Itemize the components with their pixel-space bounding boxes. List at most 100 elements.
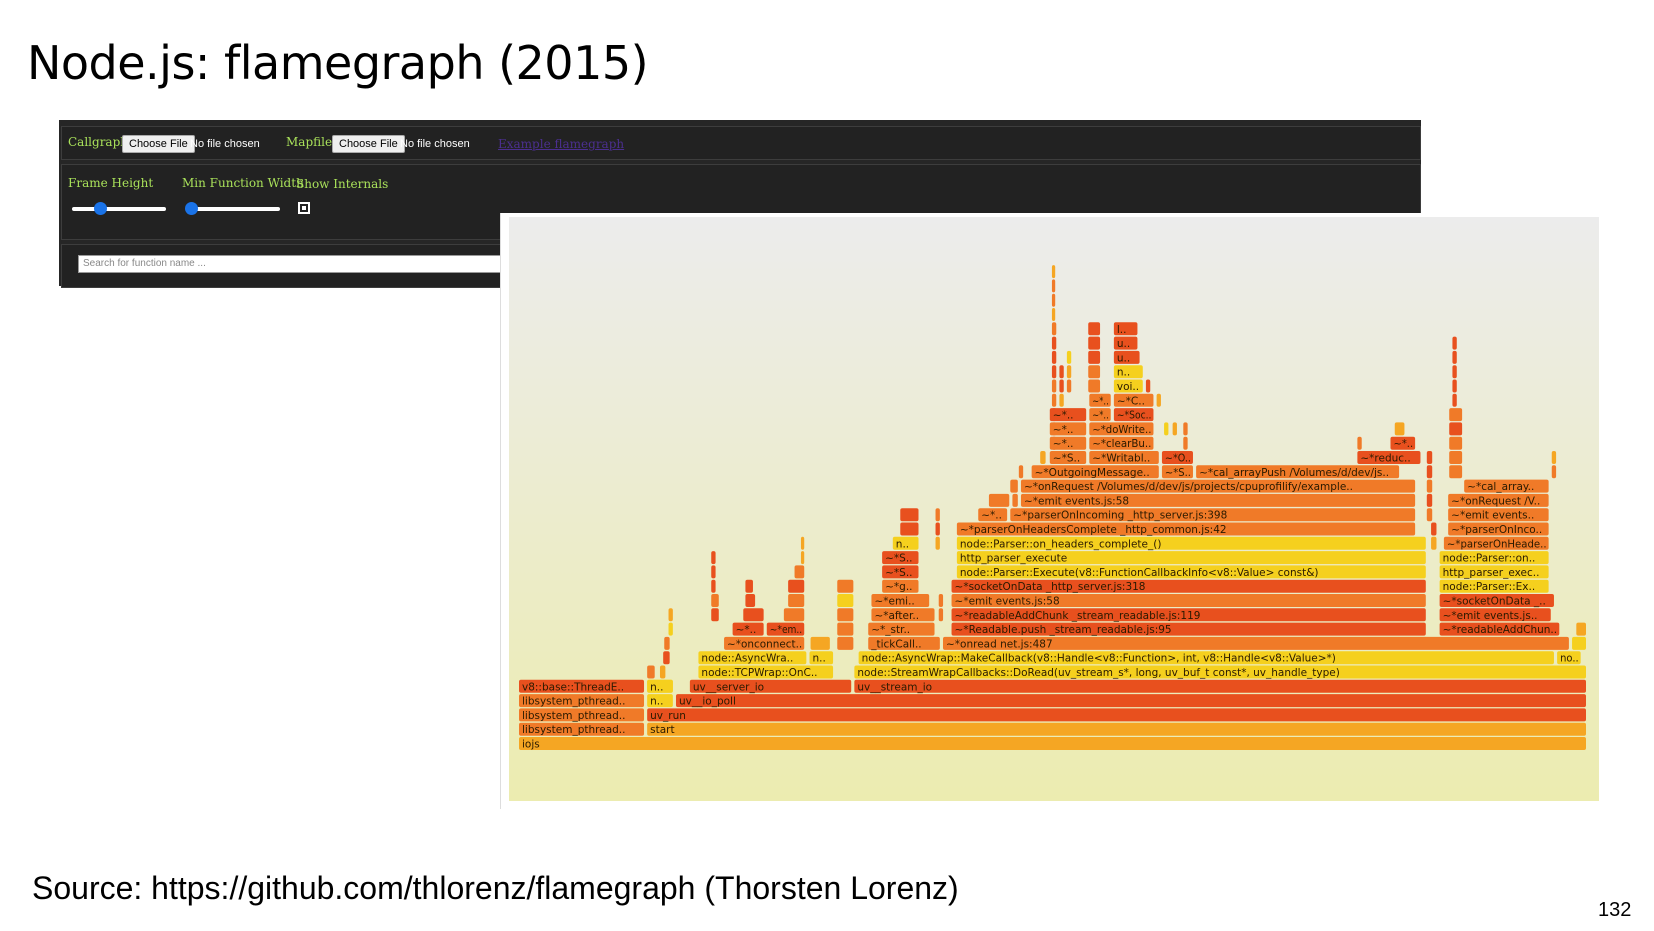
min-function-width-slider[interactable] xyxy=(184,202,280,215)
flame-sliver[interactable] xyxy=(1051,336,1057,350)
flame-frame[interactable] xyxy=(766,622,805,636)
flame-frame[interactable] xyxy=(854,679,1586,693)
flame-frame[interactable] xyxy=(647,679,673,693)
flame-sliver[interactable] xyxy=(1426,465,1433,479)
min-function-width-slider-thumb[interactable] xyxy=(184,202,198,215)
flame-sliver[interactable] xyxy=(1426,451,1433,464)
flame-sliver[interactable] xyxy=(788,594,805,607)
flame-frame[interactable] xyxy=(951,579,1426,593)
flame-sliver[interactable] xyxy=(1088,322,1101,336)
flame-sliver[interactable] xyxy=(743,608,764,622)
flame-frame[interactable] xyxy=(1161,465,1193,479)
flame-frame[interactable] xyxy=(1448,493,1549,507)
flame-sliver[interactable] xyxy=(1426,493,1433,507)
flame-sliver[interactable] xyxy=(1449,465,1463,479)
flame-sliver[interactable] xyxy=(900,508,919,522)
flame-frame[interactable] xyxy=(951,622,1426,636)
flame-frame[interactable] xyxy=(1031,465,1159,479)
flame-frame[interactable] xyxy=(1113,393,1154,407)
flame-frame[interactable] xyxy=(675,694,1586,708)
flame-frame[interactable] xyxy=(1439,565,1549,579)
flame-frame[interactable] xyxy=(951,594,1426,607)
flame-frame[interactable] xyxy=(1113,408,1154,422)
flame-sliver[interactable] xyxy=(745,594,756,607)
flame-frame[interactable] xyxy=(1113,365,1143,379)
flame-frame[interactable] xyxy=(1010,508,1416,522)
flame-sliver[interactable] xyxy=(711,551,716,565)
flame-frame[interactable] xyxy=(647,694,673,708)
flame-frame[interactable] xyxy=(689,679,852,693)
flame-sliver[interactable] xyxy=(837,594,854,607)
flame-frame[interactable] xyxy=(809,651,834,665)
flame-sliver[interactable] xyxy=(837,622,854,636)
flame-sliver[interactable] xyxy=(1394,422,1405,436)
flame-frame[interactable] xyxy=(956,522,1416,536)
flame-frame[interactable] xyxy=(519,694,645,708)
flame-sliver[interactable] xyxy=(711,579,716,593)
flame-sliver[interactable] xyxy=(988,493,1010,507)
flame-sliver[interactable] xyxy=(1051,308,1056,321)
flame-frame[interactable] xyxy=(978,508,1008,522)
flame-sliver[interactable] xyxy=(1059,379,1064,393)
flame-sliver[interactable] xyxy=(1051,279,1056,293)
callgraph-choose-file-button[interactable]: Choose File xyxy=(122,135,195,153)
flame-sliver[interactable] xyxy=(800,551,805,565)
flame-frame[interactable] xyxy=(882,565,919,579)
flame-frame[interactable] xyxy=(1049,436,1087,450)
flame-frame[interactable] xyxy=(858,651,1554,665)
flame-frame[interactable] xyxy=(1113,350,1140,364)
flame-sliver[interactable] xyxy=(938,594,944,607)
flame-frame[interactable] xyxy=(951,608,1426,622)
flame-sliver[interactable] xyxy=(837,636,854,650)
flame-sliver[interactable] xyxy=(1452,350,1457,364)
flame-sliver[interactable] xyxy=(1551,451,1557,464)
flame-sliver[interactable] xyxy=(711,608,719,622)
flame-sliver[interactable] xyxy=(1010,479,1018,493)
flame-frame[interactable] xyxy=(1113,379,1143,393)
flame-sliver[interactable] xyxy=(1426,508,1433,522)
flame-frame[interactable] xyxy=(1390,436,1416,450)
flame-frame[interactable] xyxy=(892,536,919,550)
flame-sliver[interactable] xyxy=(1449,436,1463,450)
flame-sliver[interactable] xyxy=(1172,422,1177,436)
flame-sliver[interactable] xyxy=(664,636,670,650)
flame-sliver[interactable] xyxy=(1088,350,1101,364)
flame-sliver[interactable] xyxy=(1183,422,1188,436)
frame-height-slider[interactable] xyxy=(72,202,166,215)
flame-sliver[interactable] xyxy=(837,579,854,593)
example-flamegraph-link[interactable]: Example flamegraph xyxy=(498,137,625,151)
flame-sliver[interactable] xyxy=(1059,393,1064,407)
flame-frame[interactable] xyxy=(1089,451,1159,464)
flame-frame[interactable] xyxy=(1448,522,1549,536)
flame-frame[interactable] xyxy=(1439,622,1560,636)
flame-sliver[interactable] xyxy=(1051,365,1057,379)
flame-frame[interactable] xyxy=(956,536,1426,550)
flame-frame[interactable] xyxy=(956,551,1426,565)
flame-sliver[interactable] xyxy=(1051,293,1056,307)
flame-sliver[interactable] xyxy=(1156,393,1161,407)
flame-sliver[interactable] xyxy=(711,565,716,579)
flame-sliver[interactable] xyxy=(1040,451,1046,464)
flame-sliver[interactable] xyxy=(1051,322,1057,336)
flame-sliver[interactable] xyxy=(1164,422,1169,436)
flame-sliver[interactable] xyxy=(1452,336,1457,350)
flame-sliver[interactable] xyxy=(663,651,670,665)
flame-sliver[interactable] xyxy=(810,636,830,650)
flame-sliver[interactable] xyxy=(1452,365,1457,379)
flame-frame[interactable] xyxy=(1020,479,1416,493)
mapfile-choose-file-button[interactable]: Choose File xyxy=(332,135,405,153)
flame-frame[interactable] xyxy=(868,622,935,636)
flame-frame[interactable] xyxy=(1464,479,1549,493)
flame-frame[interactable] xyxy=(1439,608,1551,622)
flame-frame[interactable] xyxy=(1439,594,1554,607)
flame-sliver[interactable] xyxy=(1051,350,1057,364)
flame-sliver[interactable] xyxy=(1018,465,1024,479)
flame-frame[interactable] xyxy=(956,565,1426,579)
flame-frame[interactable] xyxy=(1357,451,1421,464)
flame-sliver[interactable] xyxy=(1576,622,1586,636)
flame-sliver[interactable] xyxy=(1449,408,1463,422)
flame-sliver[interactable] xyxy=(1066,365,1072,379)
flame-sliver[interactable] xyxy=(711,594,719,607)
flame-frame[interactable] xyxy=(871,594,930,607)
flame-frame[interactable] xyxy=(1049,408,1087,422)
